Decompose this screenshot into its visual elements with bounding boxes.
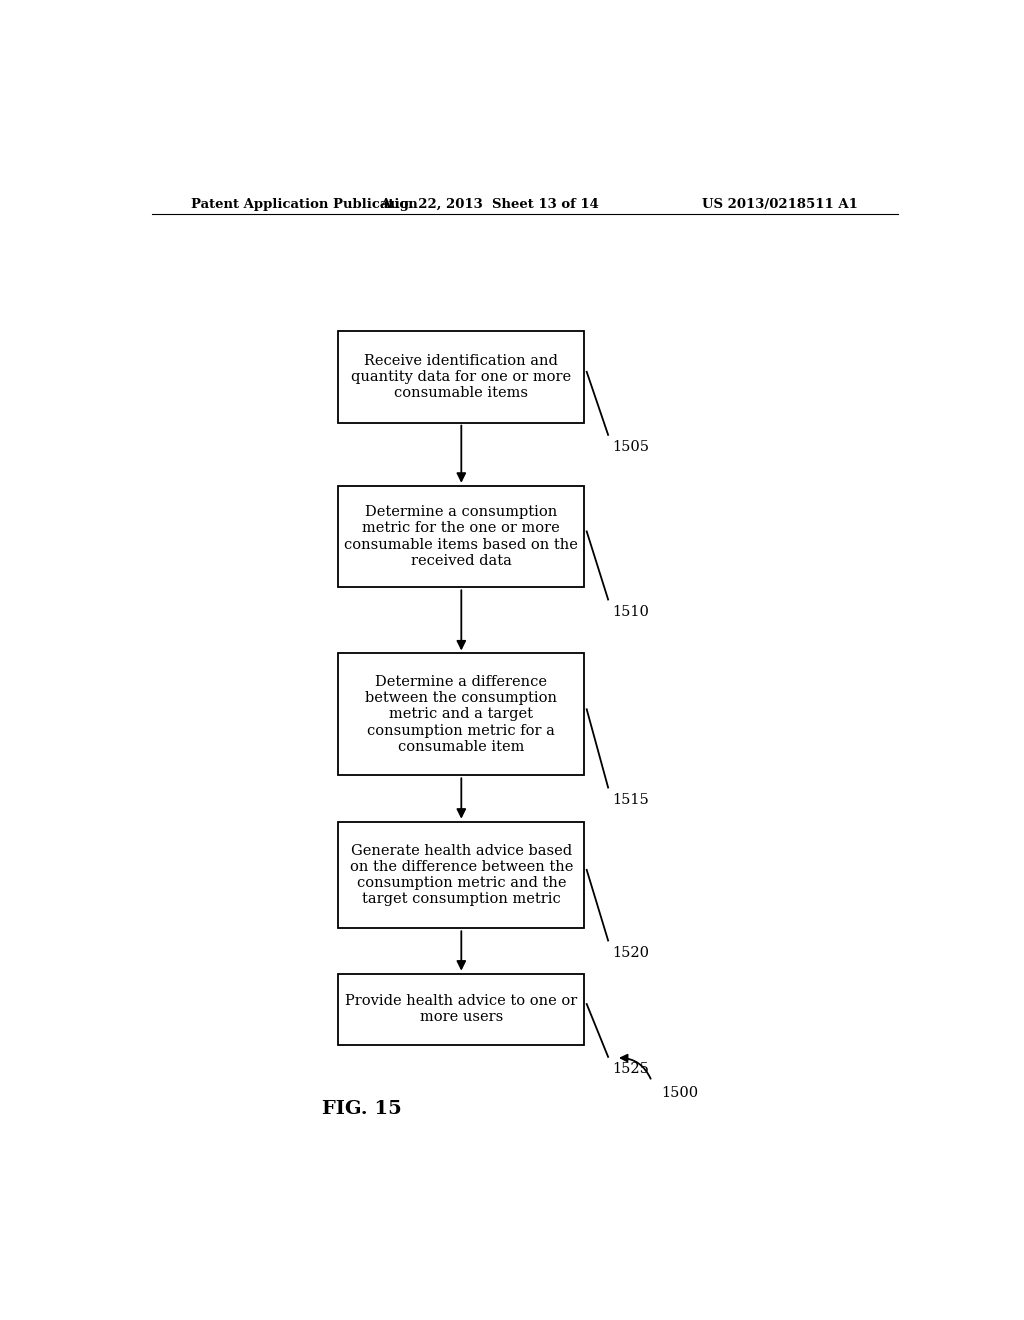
Text: 1500: 1500 <box>662 1086 698 1101</box>
Text: Determine a consumption
metric for the one or more
consumable items based on the: Determine a consumption metric for the o… <box>344 506 579 568</box>
Text: 1520: 1520 <box>612 945 649 960</box>
Text: FIG. 15: FIG. 15 <box>323 1100 402 1118</box>
Text: Determine a difference
between the consumption
metric and a target
consumption m: Determine a difference between the consu… <box>366 675 557 754</box>
Bar <box>338 653 585 775</box>
Bar <box>338 486 585 587</box>
Text: 1515: 1515 <box>612 792 649 807</box>
Text: 1505: 1505 <box>612 440 649 454</box>
Bar <box>338 974 585 1044</box>
Text: Aug. 22, 2013  Sheet 13 of 14: Aug. 22, 2013 Sheet 13 of 14 <box>380 198 598 211</box>
Text: Receive identification and
quantity data for one or more
consumable items: Receive identification and quantity data… <box>351 354 571 400</box>
Text: 1510: 1510 <box>612 605 649 619</box>
Text: Provide health advice to one or
more users: Provide health advice to one or more use… <box>345 994 578 1024</box>
Text: 1525: 1525 <box>612 1063 649 1076</box>
Bar <box>338 821 585 928</box>
Text: US 2013/0218511 A1: US 2013/0218511 A1 <box>702 198 858 211</box>
Text: Patent Application Publication: Patent Application Publication <box>191 198 418 211</box>
Text: Generate health advice based
on the difference between the
consumption metric an: Generate health advice based on the diff… <box>349 843 573 907</box>
Bar <box>338 331 585 422</box>
